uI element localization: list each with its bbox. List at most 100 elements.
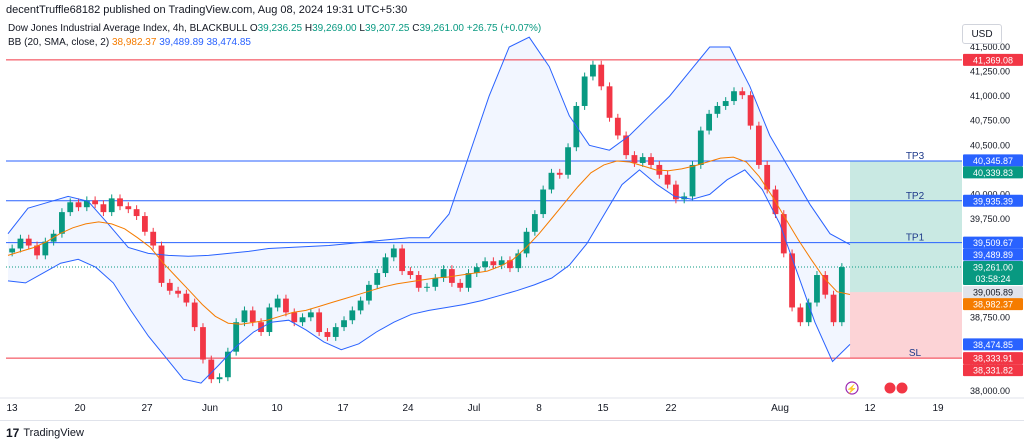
candle-body [648,157,654,165]
candle-body [9,248,16,253]
y-tick-label: 39,750.00 [970,214,1010,224]
y-tick-label: 38,750.00 [970,312,1010,322]
y-tick-label: 40,500.00 [970,140,1010,150]
candle-body [117,198,123,207]
candle-body [731,91,737,102]
price-label-box [963,166,1023,179]
candle-body [407,271,414,276]
bollinger-band [8,37,850,384]
candle-body [830,294,837,323]
x-tick-label: 27 [141,403,153,414]
candle-body [150,231,157,246]
candle-body [233,322,240,352]
candle-body [689,164,696,197]
candle-body [814,275,820,303]
candle-body [274,298,281,308]
price-label-box [963,236,1023,249]
y-tick-label: 38,000.00 [970,386,1010,396]
price-label-countdown: 03:58:24 [975,274,1010,284]
y-tick-label: 41,500.00 [970,42,1010,52]
bb-basis-line [7,156,851,325]
candle-body [805,302,812,323]
price-labels: 41,369.08 40,345.87 40,339.83 39,935.39 39,5… [963,53,1023,377]
candle-body [374,273,381,285]
x-tick-label: 8 [536,403,542,414]
candle-body [614,117,621,136]
candle-body [797,307,804,323]
legend-close: 39,261.00 [419,23,464,34]
legend-bb-row: BB (20, SMA, close, 2) 38,982.37 39,489.… [8,36,541,50]
legend-change: +26.75 (+0.07%) [466,23,542,34]
candle-body [706,113,713,131]
candle-body [341,320,347,328]
price-label-box [963,298,1023,311]
legend-symbol: Dow Jones Industrial Average Index, 4h, … [8,23,248,34]
x-tick-label: 10 [271,403,283,414]
candlesticks [9,60,845,384]
candle-body [108,198,115,213]
legend-low: 39,207.25 [364,23,410,34]
currency-button[interactable]: USD [962,24,1002,44]
candle-body [548,172,555,190]
candle-body [357,300,364,311]
candle-body [316,312,323,333]
candle-body [366,284,372,301]
candle-body [399,248,406,272]
level-text: TP1 [906,233,925,244]
candle-body [92,200,99,205]
candle-body [581,76,588,106]
candle-body [324,332,331,337]
candle-body [249,310,256,323]
candle-body [465,273,472,288]
price-label-box [963,286,1023,299]
price-label-text: 39,509.67 [973,238,1013,248]
candle-body [490,261,497,266]
price-label-text: 38,331.82 [973,366,1013,376]
bb-upper-line [7,36,851,257]
candle-body [141,216,148,232]
legend-low-label: L [359,23,365,34]
x-tick-label: 22 [665,403,677,414]
candle-body [415,275,422,288]
candle-body [540,189,547,215]
candle-body [175,290,181,294]
candle-body [440,269,447,278]
price-label-text: 39,261.00 [973,263,1013,273]
y-tick-label: 40,750.00 [970,116,1010,126]
candle-body [838,267,845,323]
event-icons: ⚡ [845,381,909,395]
us-flag-icon [895,381,909,395]
candle-body [191,302,198,328]
candle-body [598,64,605,87]
candle-body [764,164,771,190]
price-label-box [963,352,1023,365]
candle-body [299,317,306,323]
price-label-text: 38,474.85 [973,340,1013,350]
level-text: TP2 [906,191,925,202]
candle-body [208,359,215,380]
x-tick-label: Jun [202,403,218,414]
tradingview-logo[interactable]: 17 TradingView [6,426,84,440]
legend-close-label: C [412,23,420,34]
price-label-box [963,261,1023,286]
legend-high: 39,269.00 [312,23,357,34]
price-label-text: 39,935.39 [973,196,1013,206]
target-zone [850,161,962,293]
price-label-text: 39,489.89 [973,250,1013,260]
x-tick-label: 15 [597,403,609,414]
candle-body [216,377,223,380]
legend-bb-label: BB (20, SMA, close, 2) [8,37,110,48]
time-axis: 13 20 27 Jun 10 17 24 Jul 8 15 22 Aug 12 19 [0,397,1024,414]
x-tick-label: Jul [468,403,481,414]
y-tick-label: 40,000.00 [970,189,1010,199]
candle-body [664,174,671,185]
candle-body [556,172,563,175]
legend-bb-lower: 38,474.85 [206,37,252,48]
candle-body [83,200,90,208]
indicator-lines [7,36,851,384]
candle-body [631,155,638,163]
candle-body [59,212,65,234]
x-tick-label: 19 [932,403,944,414]
candle-body [424,286,430,288]
